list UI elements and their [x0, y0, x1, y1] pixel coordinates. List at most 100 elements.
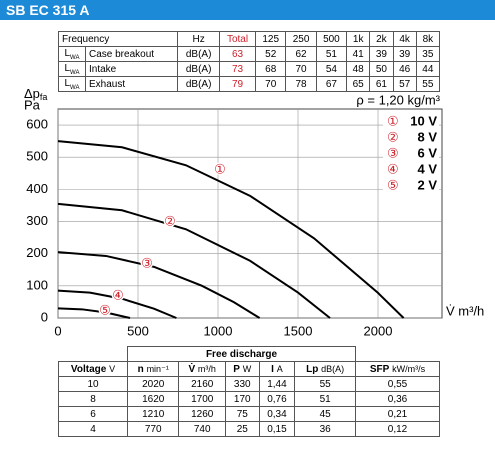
header-cell: SFP kW/m³/s [355, 361, 440, 377]
x-tick-label: 2000 [364, 323, 393, 338]
y-label-main: Δp [24, 86, 40, 101]
blank-cell [355, 346, 440, 362]
y-tick-label: 400 [26, 181, 48, 196]
header-unit: kW/m³/s [392, 363, 426, 374]
legend-label: 8 V [417, 129, 437, 144]
curve-label: ④ [112, 287, 124, 302]
legend-label: 2 V [417, 177, 437, 192]
legend-label: 4 V [417, 161, 437, 176]
cell: 0,36 [355, 391, 440, 407]
cell: 2160 [178, 376, 226, 392]
cell: 770 [127, 421, 180, 437]
legend-marker: ⑤ [387, 177, 399, 192]
y-label-sub: fa [40, 92, 48, 102]
cell: 25 [224, 421, 260, 437]
cell: 0,55 [355, 376, 440, 392]
cell: 1210 [127, 406, 180, 422]
level-symbol: LWA [58, 76, 86, 92]
x-tick-label: 0 [54, 323, 61, 338]
line [57, 289, 177, 319]
cell: 170 [224, 391, 260, 407]
cell: 55 [415, 76, 441, 92]
legend-marker: ③ [387, 145, 399, 160]
legend-marker: ④ [387, 161, 399, 176]
level-symbol-main: L [64, 77, 71, 89]
cell: 75 [224, 406, 260, 422]
group-row: Free discharge [59, 346, 440, 362]
header-cell: n min⁻¹ [127, 361, 180, 377]
line [57, 202, 331, 319]
header-cell: Voltage V [57, 361, 129, 377]
data-row: LWA Exhaust dB(A) 79 70 78 67 65 61 57 55 [58, 76, 441, 92]
cell: 6 [57, 406, 129, 422]
header-name: n [137, 363, 144, 375]
cell: 45 [294, 406, 357, 422]
cell: 0,12 [355, 421, 440, 437]
header-cell: P W [224, 361, 260, 377]
header-cell: I A [258, 361, 296, 377]
curve-label: ① [214, 161, 226, 176]
header-unit: min⁻¹ [146, 363, 169, 374]
data-row: 6 1210 1260 75 0,34 45 0,21 [57, 406, 440, 422]
legend-marker: ① [387, 113, 399, 128]
curve-label: ② [164, 213, 176, 228]
data-row: 10 2020 2160 330 1,44 55 0,55 [57, 376, 440, 392]
cell: 55 [294, 376, 357, 392]
y-axis-label: Δpfa [24, 86, 47, 102]
curve-label: ⑤ [99, 302, 111, 317]
x-axis-label: V̇ m³/h [446, 303, 484, 318]
header-cell: 8k [415, 31, 441, 47]
y-tick-label: 600 [26, 117, 48, 132]
y-tick-label: 0 [41, 309, 48, 324]
header-title: SB EC 315 A [0, 0, 495, 20]
y-tick-label: 200 [26, 245, 48, 260]
header-cell: 500 [315, 31, 348, 47]
x-tick-label: 1500 [284, 323, 313, 338]
header-name: SFP [369, 363, 390, 375]
annotation: ρ = 1,20 kg/m³ [356, 92, 440, 107]
line [57, 251, 261, 319]
legend-marker: ② [387, 129, 399, 144]
cell: 70 [255, 76, 287, 92]
cell: dB(A) [177, 76, 221, 92]
level-symbol-sub: WA [70, 54, 80, 61]
x-tick-label: 500 [127, 323, 149, 338]
header-name: Lp [306, 363, 319, 375]
level-symbol-main: L [64, 47, 71, 59]
cell: 1,44 [258, 376, 296, 392]
cell: 67 [315, 76, 348, 92]
cell: 0,76 [258, 391, 296, 407]
header-cell: V̇ m³/h [178, 361, 226, 377]
header-row: Frequency Hz Total 125 250 500 1k 2k 4k 8k [57, 31, 441, 47]
cell: 36 [294, 421, 357, 437]
data-row: 8 1620 1700 170 0,76 51 0,36 [57, 391, 440, 407]
cell: 0,15 [258, 421, 296, 437]
header-name: Voltage [70, 363, 107, 375]
y-tick-label: 100 [26, 277, 48, 292]
chart: 0 100 200 300 400 500 600 0 500 1000 1500 2000 ΔpfaP… [24, 86, 484, 338]
cell: 10 [57, 376, 129, 392]
line [57, 307, 131, 319]
cell: 0,21 [355, 406, 440, 422]
cell: 8 [57, 391, 129, 407]
header-unit: dB(A) [321, 363, 345, 374]
y-axis-unit: Pa [24, 97, 41, 112]
level-symbol-main: L [64, 62, 71, 74]
cell: 78 [285, 76, 317, 92]
y-tick-label: 300 [26, 213, 48, 228]
data-row: 4 770 740 25 0,15 36 0,12 [57, 421, 440, 437]
level-symbol-sub: WA [70, 84, 80, 91]
cell: 57 [392, 76, 417, 92]
cell: 740 [178, 421, 226, 437]
cell: 0,34 [258, 406, 296, 422]
line [57, 140, 405, 319]
cell: 330 [224, 376, 260, 392]
group-header: Free discharge [127, 346, 357, 362]
cell: 1620 [127, 391, 180, 407]
cell: 61 [369, 76, 394, 92]
legend-label: 6 V [417, 145, 437, 160]
header-unit: V [109, 363, 116, 374]
